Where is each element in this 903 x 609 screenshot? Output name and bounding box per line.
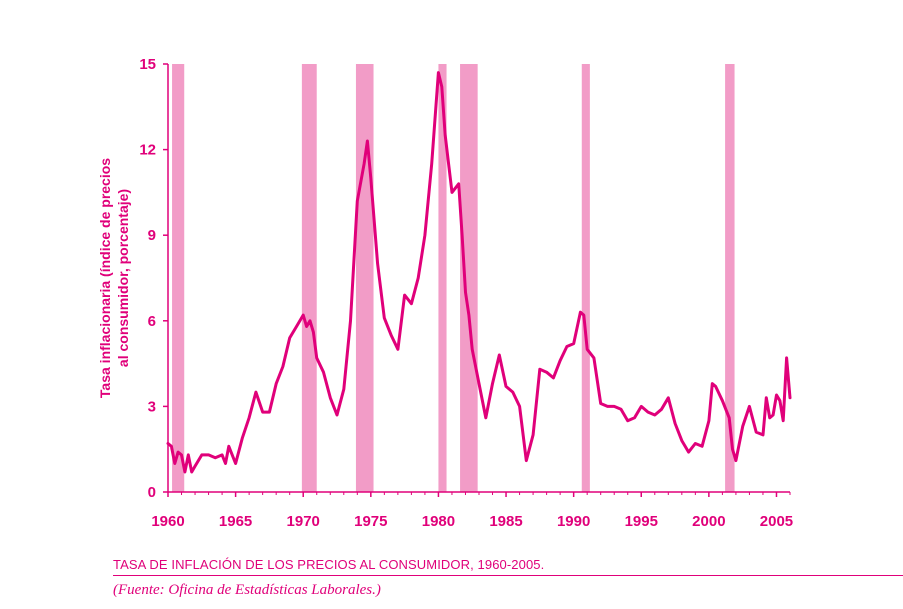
- recession-band-5: [581, 64, 590, 492]
- recession-bands: [172, 64, 735, 492]
- recession-band-1: [301, 64, 317, 492]
- x-tick-label-1: 1965: [219, 513, 252, 530]
- figure-caption: TASA DE INFLACIÓN DE LOS PRECIOS AL CONS…: [113, 557, 545, 572]
- x-tick-label-6: 1990: [557, 513, 590, 530]
- x-tick-label-2: 1970: [287, 513, 320, 530]
- series-line-0: [166, 71, 792, 474]
- y-tick-label-4: 12: [139, 142, 156, 159]
- y-tick-label-3: 9: [148, 227, 156, 244]
- y-tick-label-0: 0: [148, 484, 156, 501]
- recession-band-3: [438, 64, 447, 492]
- y-tick-label-2: 6: [148, 313, 156, 330]
- y-axis-label-line-2: al consumidor, porcentaje): [115, 189, 131, 367]
- recession-band-0: [172, 64, 185, 492]
- series-lines: [166, 71, 792, 474]
- y-tick-label-5: 15: [139, 56, 156, 73]
- recession-band-4: [460, 64, 478, 492]
- tick-labels: 0 3 6 9 12 15 1960 1965 1970 1975 1980 1985 1990 1995…: [139, 56, 793, 530]
- x-tick-label-0: 1960: [151, 513, 184, 530]
- inflation-chart: 0 3 6 9 12 15 1960 1965 1970 1975 1980 1985 1990 1995…: [97, 56, 793, 530]
- x-tick-label-5: 1985: [489, 513, 522, 530]
- caption-divider: [113, 575, 903, 576]
- y-tick-label-1: 3: [148, 398, 156, 415]
- recession-band-6: [725, 64, 735, 492]
- x-tick-label-3: 1975: [354, 513, 387, 530]
- x-tick-label-4: 1980: [422, 513, 455, 530]
- axes: [163, 63, 791, 497]
- recession-band-2: [355, 64, 374, 492]
- y-axis-label-line-1: Tasa inflacionaria (índice de precios: [97, 158, 113, 398]
- figure-source: (Fuente: Oficina de Estadísticas Laboral…: [113, 582, 381, 598]
- x-tick-label-8: 2000: [692, 513, 725, 530]
- x-tick-label-9: 2005: [760, 513, 793, 530]
- x-tick-label-7: 1995: [625, 513, 658, 530]
